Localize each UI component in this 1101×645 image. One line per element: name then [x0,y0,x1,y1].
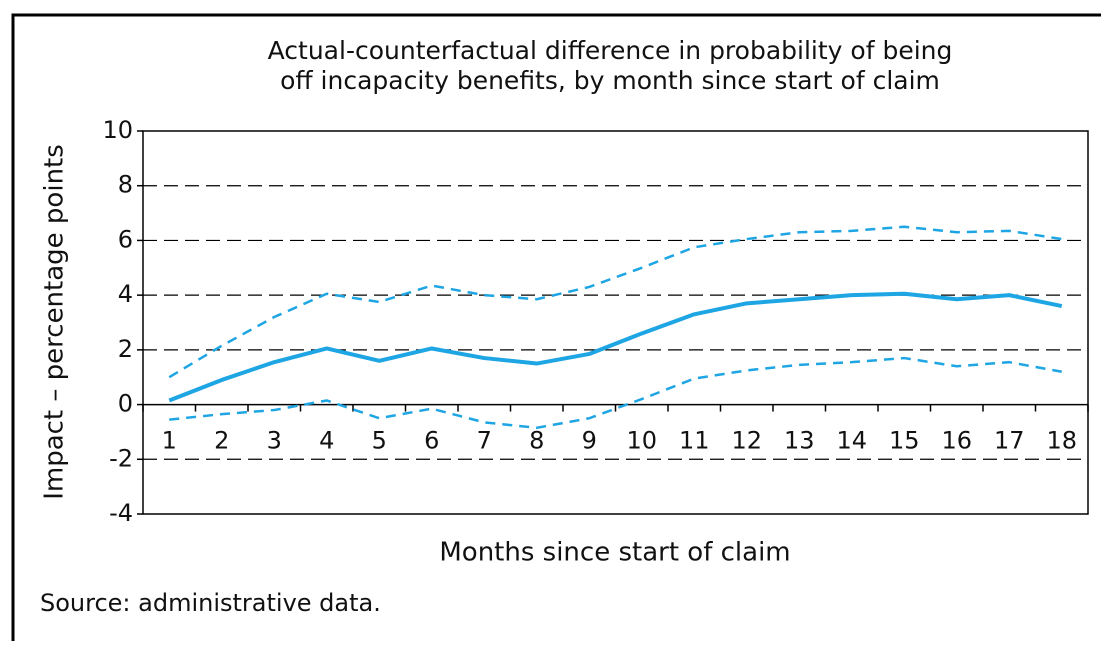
x-tick-label: 18 [1046,427,1077,455]
x-tick-label: 12 [731,427,762,455]
x-tick-label: 10 [626,427,657,455]
series-line [168,291,1063,403]
y-tick-label: -2 [109,444,133,472]
frame [11,13,1101,645]
x-tick-label: 11 [679,427,710,455]
x-tick-label: 13 [784,427,815,455]
x-tick-label: 4 [319,427,334,455]
x-axis-label: Months since start of claim [439,538,790,568]
x-tick-label: 17 [994,427,1025,455]
plot-border [142,130,1089,515]
source-note: Source: administrative data. [40,589,381,617]
chart-title: Actual-counterfactual difference in prob… [268,36,953,65]
x-tick-label: 2 [214,427,229,455]
y-tick-label: 4 [118,280,133,308]
y-tick-label: 8 [118,171,133,199]
x-tick-label: 7 [477,427,492,455]
x-tick-label: 14 [836,427,867,455]
x-tick-label: 9 [582,427,597,455]
x-tick-label: 8 [529,427,544,455]
x-tick-label: 5 [372,427,387,455]
chart-title: off incapacity benefits, by month since … [280,66,940,95]
y-tick-label: 6 [118,225,133,253]
x-tick-label: 16 [941,427,972,455]
y-tick-label: -4 [109,499,133,527]
y-tick-label: 2 [118,335,133,363]
y-tick-label: 0 [118,390,133,418]
x-tick-label: 6 [424,427,439,455]
x-tick-label: 1 [162,427,177,455]
y-axis-label: Impact – percentage points [40,144,70,500]
y-tick-label: 10 [102,116,133,144]
x-tick-label: 3 [267,427,282,455]
x-tick-label: 15 [889,427,920,455]
